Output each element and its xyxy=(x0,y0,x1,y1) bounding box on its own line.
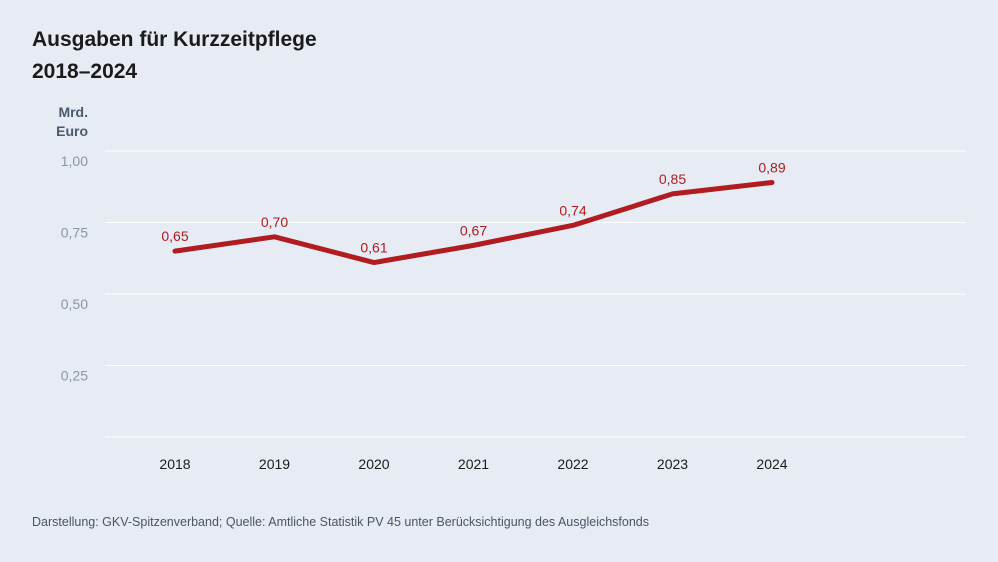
x-tick-label: 2018 xyxy=(159,456,190,472)
data-label: 0,89 xyxy=(758,159,785,175)
y-tick-label: 0,25 xyxy=(61,368,88,384)
grid-lines xyxy=(105,150,966,438)
data-label: 0,65 xyxy=(161,228,188,244)
data-label: 0,70 xyxy=(261,214,288,230)
data-label: 0,61 xyxy=(360,240,387,256)
chart-title: Ausgaben für Kurzzeitpflege 2018–2024 xyxy=(32,28,317,83)
source-note: Darstellung: GKV-Spitzenverband; Quelle:… xyxy=(32,515,649,529)
x-axis-ticks: 2018 2019 2020 2021 2022 2023 2024 xyxy=(159,456,787,472)
x-tick-label: 2019 xyxy=(259,456,290,472)
series-polyline xyxy=(172,179,775,266)
data-label: 0,74 xyxy=(559,202,586,218)
x-tick-label: 2021 xyxy=(458,456,489,472)
data-label: 0,85 xyxy=(659,171,686,187)
y-tick-label: 0,50 xyxy=(61,296,88,312)
data-label: 0,67 xyxy=(460,222,487,238)
x-tick-label: 2020 xyxy=(358,456,389,472)
series-line xyxy=(172,179,775,266)
y-tick-label: 0,75 xyxy=(61,225,88,241)
y-axis-ticks: 0,25 0,50 0,75 1,00 xyxy=(61,153,88,384)
y-tick-label: 1,00 xyxy=(61,153,88,169)
x-tick-label: 2024 xyxy=(756,456,787,472)
x-tick-label: 2023 xyxy=(657,456,688,472)
data-labels: 0,65 0,70 0,61 0,67 0,74 0,85 0,89 xyxy=(161,159,785,255)
y-axis-unit-label: Mrd. Euro xyxy=(56,104,88,139)
x-tick-label: 2022 xyxy=(557,456,588,472)
